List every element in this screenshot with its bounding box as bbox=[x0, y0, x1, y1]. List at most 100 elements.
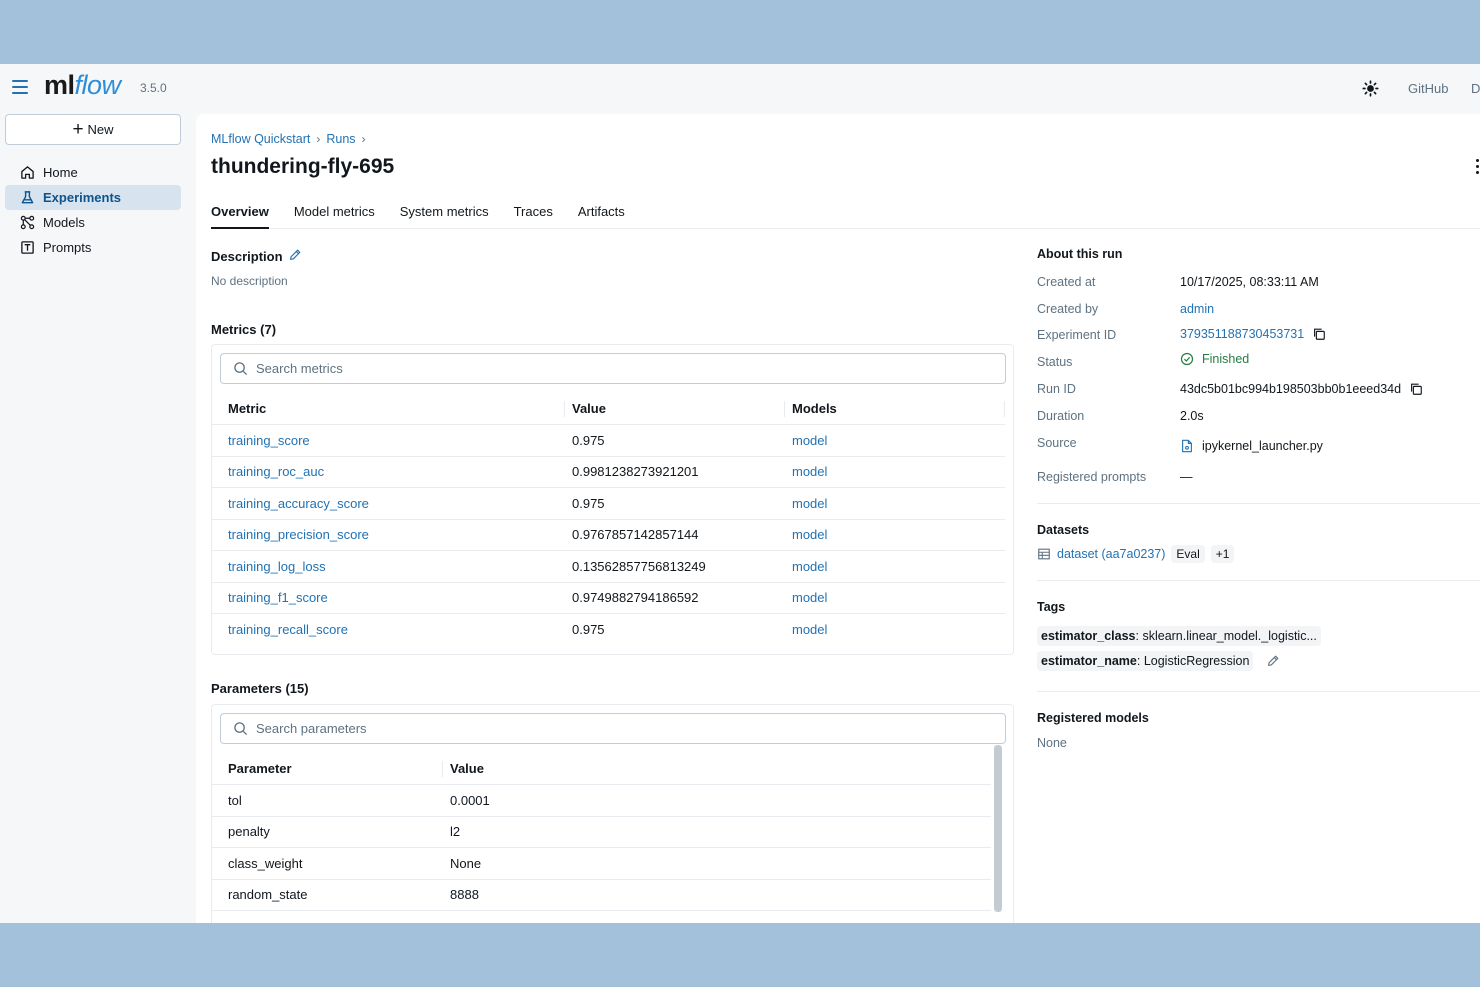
table-row: training_accuracy_score 0.975 model bbox=[212, 488, 1005, 520]
menu-icon[interactable] bbox=[12, 80, 28, 94]
page-title: thundering-fly-695 bbox=[211, 155, 395, 178]
sidebar-item-prompts[interactable]: Prompts bbox=[5, 235, 181, 260]
model-link[interactable]: model bbox=[792, 432, 828, 448]
table-row: training_log_loss 0.13562857756813249 mo… bbox=[212, 551, 1005, 583]
metrics-search[interactable] bbox=[220, 353, 1006, 384]
about-title: About this run bbox=[1037, 247, 1123, 261]
metric-value: 0.975 bbox=[572, 622, 605, 638]
model-link[interactable]: model bbox=[792, 590, 828, 606]
edit-description-icon[interactable] bbox=[288, 248, 302, 262]
registered-prompts-label: Registered prompts bbox=[1037, 470, 1147, 484]
parameters-scrollbar[interactable] bbox=[994, 745, 1002, 912]
parameters-search-input[interactable] bbox=[256, 721, 956, 736]
table-icon bbox=[1038, 548, 1050, 560]
model-link[interactable]: model bbox=[792, 622, 828, 638]
source-value: ipykernel_launcher.py bbox=[1180, 439, 1323, 453]
model-link[interactable]: model bbox=[792, 527, 828, 543]
column-header-value[interactable]: Value bbox=[450, 760, 484, 776]
metric-value: 0.13562857756813249 bbox=[572, 558, 706, 574]
tab-bar: Overview Model metrics System metrics Tr… bbox=[211, 204, 1480, 229]
column-header-models[interactable]: Models bbox=[792, 400, 837, 416]
theme-toggle-icon[interactable] bbox=[1362, 80, 1379, 97]
model-link[interactable]: model bbox=[792, 558, 828, 574]
duration-label: Duration bbox=[1037, 409, 1085, 423]
tag-item[interactable]: estimator_class: sklearn.linear_model._l… bbox=[1037, 626, 1321, 646]
section-divider bbox=[1037, 580, 1480, 581]
breadcrumb-runs[interactable]: Runs bbox=[326, 132, 356, 146]
dataset-more-badge[interactable]: +1 bbox=[1210, 545, 1235, 563]
tab-overview[interactable]: Overview bbox=[211, 204, 269, 229]
copy-icon[interactable] bbox=[1409, 382, 1423, 396]
parameters-title: Parameters (15) bbox=[211, 681, 309, 696]
more-options-icon[interactable] bbox=[1476, 159, 1480, 175]
sidebar-item-experiments[interactable]: Experiments bbox=[5, 185, 181, 210]
section-divider bbox=[1037, 691, 1480, 692]
experiment-id-value: 379351188730453731 bbox=[1180, 327, 1326, 341]
docs-link[interactable]: D bbox=[1471, 81, 1480, 96]
metric-name-link[interactable]: training_roc_auc bbox=[228, 464, 325, 480]
run-id-label: Run ID bbox=[1037, 382, 1076, 396]
metric-name-link[interactable]: training_f1_score bbox=[228, 590, 328, 606]
edit-tags-icon[interactable] bbox=[1266, 654, 1280, 668]
metric-name-link[interactable]: training_accuracy_score bbox=[228, 495, 369, 511]
metric-value: 0.9981238273921201 bbox=[572, 464, 699, 480]
tag-item[interactable]: estimator_name: LogisticRegression bbox=[1037, 651, 1254, 671]
tab-artifacts[interactable]: Artifacts bbox=[577, 204, 625, 219]
metric-name-link[interactable]: training_log_loss bbox=[228, 558, 326, 574]
metric-name-link[interactable]: training_precision_score bbox=[228, 527, 369, 543]
table-row: training_roc_auc 0.9981238273921201 mode… bbox=[212, 457, 1005, 488]
parameter-name: class_weight bbox=[228, 855, 303, 871]
column-header-value[interactable]: Value bbox=[572, 400, 606, 416]
prompt-icon bbox=[21, 241, 34, 254]
metrics-search-input[interactable] bbox=[256, 361, 956, 376]
breadcrumb-experiment[interactable]: MLflow Quickstart bbox=[211, 132, 311, 146]
new-button[interactable]: + New bbox=[5, 114, 181, 145]
column-header-metric[interactable]: Metric bbox=[228, 400, 267, 416]
source-label: Source bbox=[1037, 436, 1077, 450]
status-label: Status bbox=[1037, 355, 1073, 369]
experiment-id-link[interactable]: 379351188730453731 bbox=[1180, 327, 1305, 341]
mlflow-logo[interactable]: mlflow bbox=[44, 70, 121, 100]
home-icon bbox=[21, 166, 34, 179]
tags-title: Tags bbox=[1037, 600, 1066, 614]
model-link[interactable]: model bbox=[792, 495, 828, 511]
tag-value: LogisticRegression bbox=[1143, 654, 1250, 668]
dataset-row: dataset (aa7a0237) Eval +1 bbox=[1037, 544, 1235, 564]
github-link[interactable]: GitHub bbox=[1408, 81, 1449, 96]
main-content: MLflow Quickstart › Runs › thundering-fl… bbox=[196, 114, 1480, 923]
copy-icon[interactable] bbox=[1312, 327, 1326, 341]
sidebar-item-models[interactable]: Models bbox=[5, 210, 181, 235]
new-button-label: New bbox=[87, 122, 114, 137]
status-text: Finished bbox=[1202, 352, 1250, 366]
metric-name-link[interactable]: training_recall_score bbox=[228, 622, 348, 638]
parameter-value: 0.0001 bbox=[450, 792, 490, 808]
tab-traces[interactable]: Traces bbox=[513, 204, 553, 219]
tab-system-metrics[interactable]: System metrics bbox=[399, 204, 489, 219]
table-row: random_state 8888 bbox=[212, 880, 991, 911]
section-divider bbox=[1037, 503, 1480, 504]
run-id-text: 43dc5b01bc994b198503bb0b1eeed34d bbox=[1180, 382, 1402, 396]
experiment-id-label: Experiment ID bbox=[1037, 328, 1117, 342]
column-header-parameter[interactable]: Parameter bbox=[228, 760, 292, 776]
model-link[interactable]: model bbox=[792, 464, 828, 480]
table-row: training_f1_score 0.9749882794186592 mod… bbox=[212, 583, 1005, 614]
registered-models-title: Registered models bbox=[1037, 711, 1149, 725]
parameters-header-row: Parameter Value bbox=[212, 753, 991, 785]
top-bar: mlflow 3.5.0 GitHub D bbox=[0, 64, 1480, 114]
table-row: tol 0.0001 bbox=[212, 785, 991, 817]
notebook-file-icon bbox=[1182, 439, 1192, 453]
table-row: class_weight None bbox=[212, 848, 991, 880]
version-label: 3.5.0 bbox=[140, 81, 167, 95]
sidebar-item-label: Home bbox=[43, 165, 78, 180]
parameters-search[interactable] bbox=[220, 713, 1006, 744]
metric-name-link[interactable]: training_score bbox=[228, 432, 310, 448]
tab-model-metrics[interactable]: Model metrics bbox=[293, 204, 375, 219]
source-link[interactable]: ipykernel_launcher.py bbox=[1202, 439, 1323, 453]
sidebar-item-home[interactable]: Home bbox=[5, 160, 181, 185]
created-by-link[interactable]: admin bbox=[1180, 302, 1215, 316]
dataset-link[interactable]: dataset (aa7a0237) bbox=[1057, 547, 1166, 561]
description-value: No description bbox=[211, 274, 288, 288]
metric-value: 0.975 bbox=[572, 432, 605, 448]
scrollbar-thumb[interactable] bbox=[994, 745, 1002, 912]
models-icon bbox=[20, 215, 35, 230]
